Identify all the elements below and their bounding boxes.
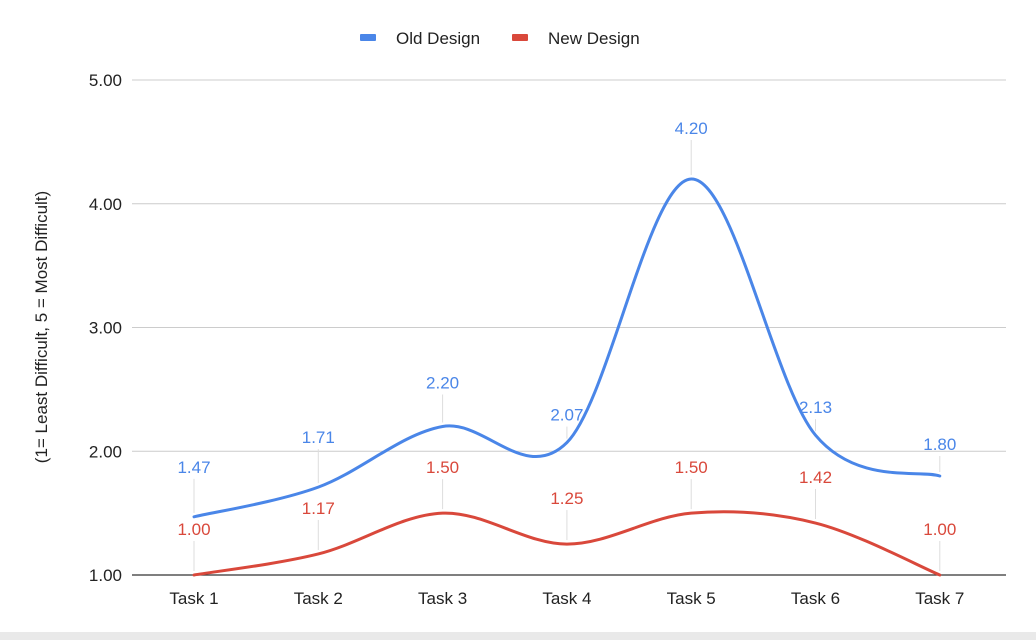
data-label: 1.25 [550, 489, 583, 508]
x-tick-label: Task 6 [791, 589, 840, 608]
x-tick-label: Task 3 [418, 589, 467, 608]
legend-swatch [360, 34, 376, 41]
gridlines [132, 79, 1006, 576]
y-tick-label: 2.00 [89, 442, 122, 461]
data-label: 1.47 [177, 458, 210, 477]
data-label: 2.20 [426, 374, 459, 393]
data-label: 1.17 [302, 499, 335, 518]
data-label: 1.00 [177, 520, 210, 539]
y-tick-label: 4.00 [89, 195, 122, 214]
series-line-new-design [192, 510, 942, 577]
y-tick-label: 5.00 [89, 71, 122, 90]
data-labels: 1.47 1.71 2.20 2.07 4.20 2.13 1.80 1.00 1.17 1.50… [177, 119, 956, 539]
bottom-border [0, 632, 1036, 640]
legend-label: Old Design [396, 29, 480, 48]
y-axis-label: (1= Least Difficult, 5 = Most Difficult) [32, 191, 51, 463]
x-tick-label: Task 4 [542, 589, 591, 608]
data-label: 1.42 [799, 468, 832, 487]
data-label: 4.20 [675, 119, 708, 138]
x-tick-label: Task 2 [294, 589, 343, 608]
y-axis-ticks: 1.00 2.00 3.00 4.00 5.00 [89, 71, 122, 585]
data-label: 1.50 [675, 458, 708, 477]
data-label: 1.50 [426, 458, 459, 477]
y-tick-label: 3.00 [89, 319, 122, 338]
legend: Old Design New Design [360, 29, 640, 48]
data-label: 2.07 [550, 406, 583, 425]
data-label: 1.71 [302, 428, 335, 447]
data-label-leaders [193, 140, 941, 571]
legend-label: New Design [548, 29, 640, 48]
series-lines [192, 177, 942, 577]
legend-swatch [512, 34, 528, 41]
x-tick-label: Task 1 [169, 589, 218, 608]
x-tick-label: Task 5 [667, 589, 716, 608]
x-tick-label: Task 7 [915, 589, 964, 608]
series-line-old-design [192, 177, 942, 519]
data-label: 2.13 [799, 398, 832, 417]
y-tick-label: 1.00 [89, 566, 122, 585]
x-axis-ticks: Task 1 Task 2 Task 3 Task 4 Task 5 Task 6 Task… [169, 589, 964, 608]
data-label: 1.00 [923, 520, 956, 539]
data-label: 1.80 [923, 435, 956, 454]
